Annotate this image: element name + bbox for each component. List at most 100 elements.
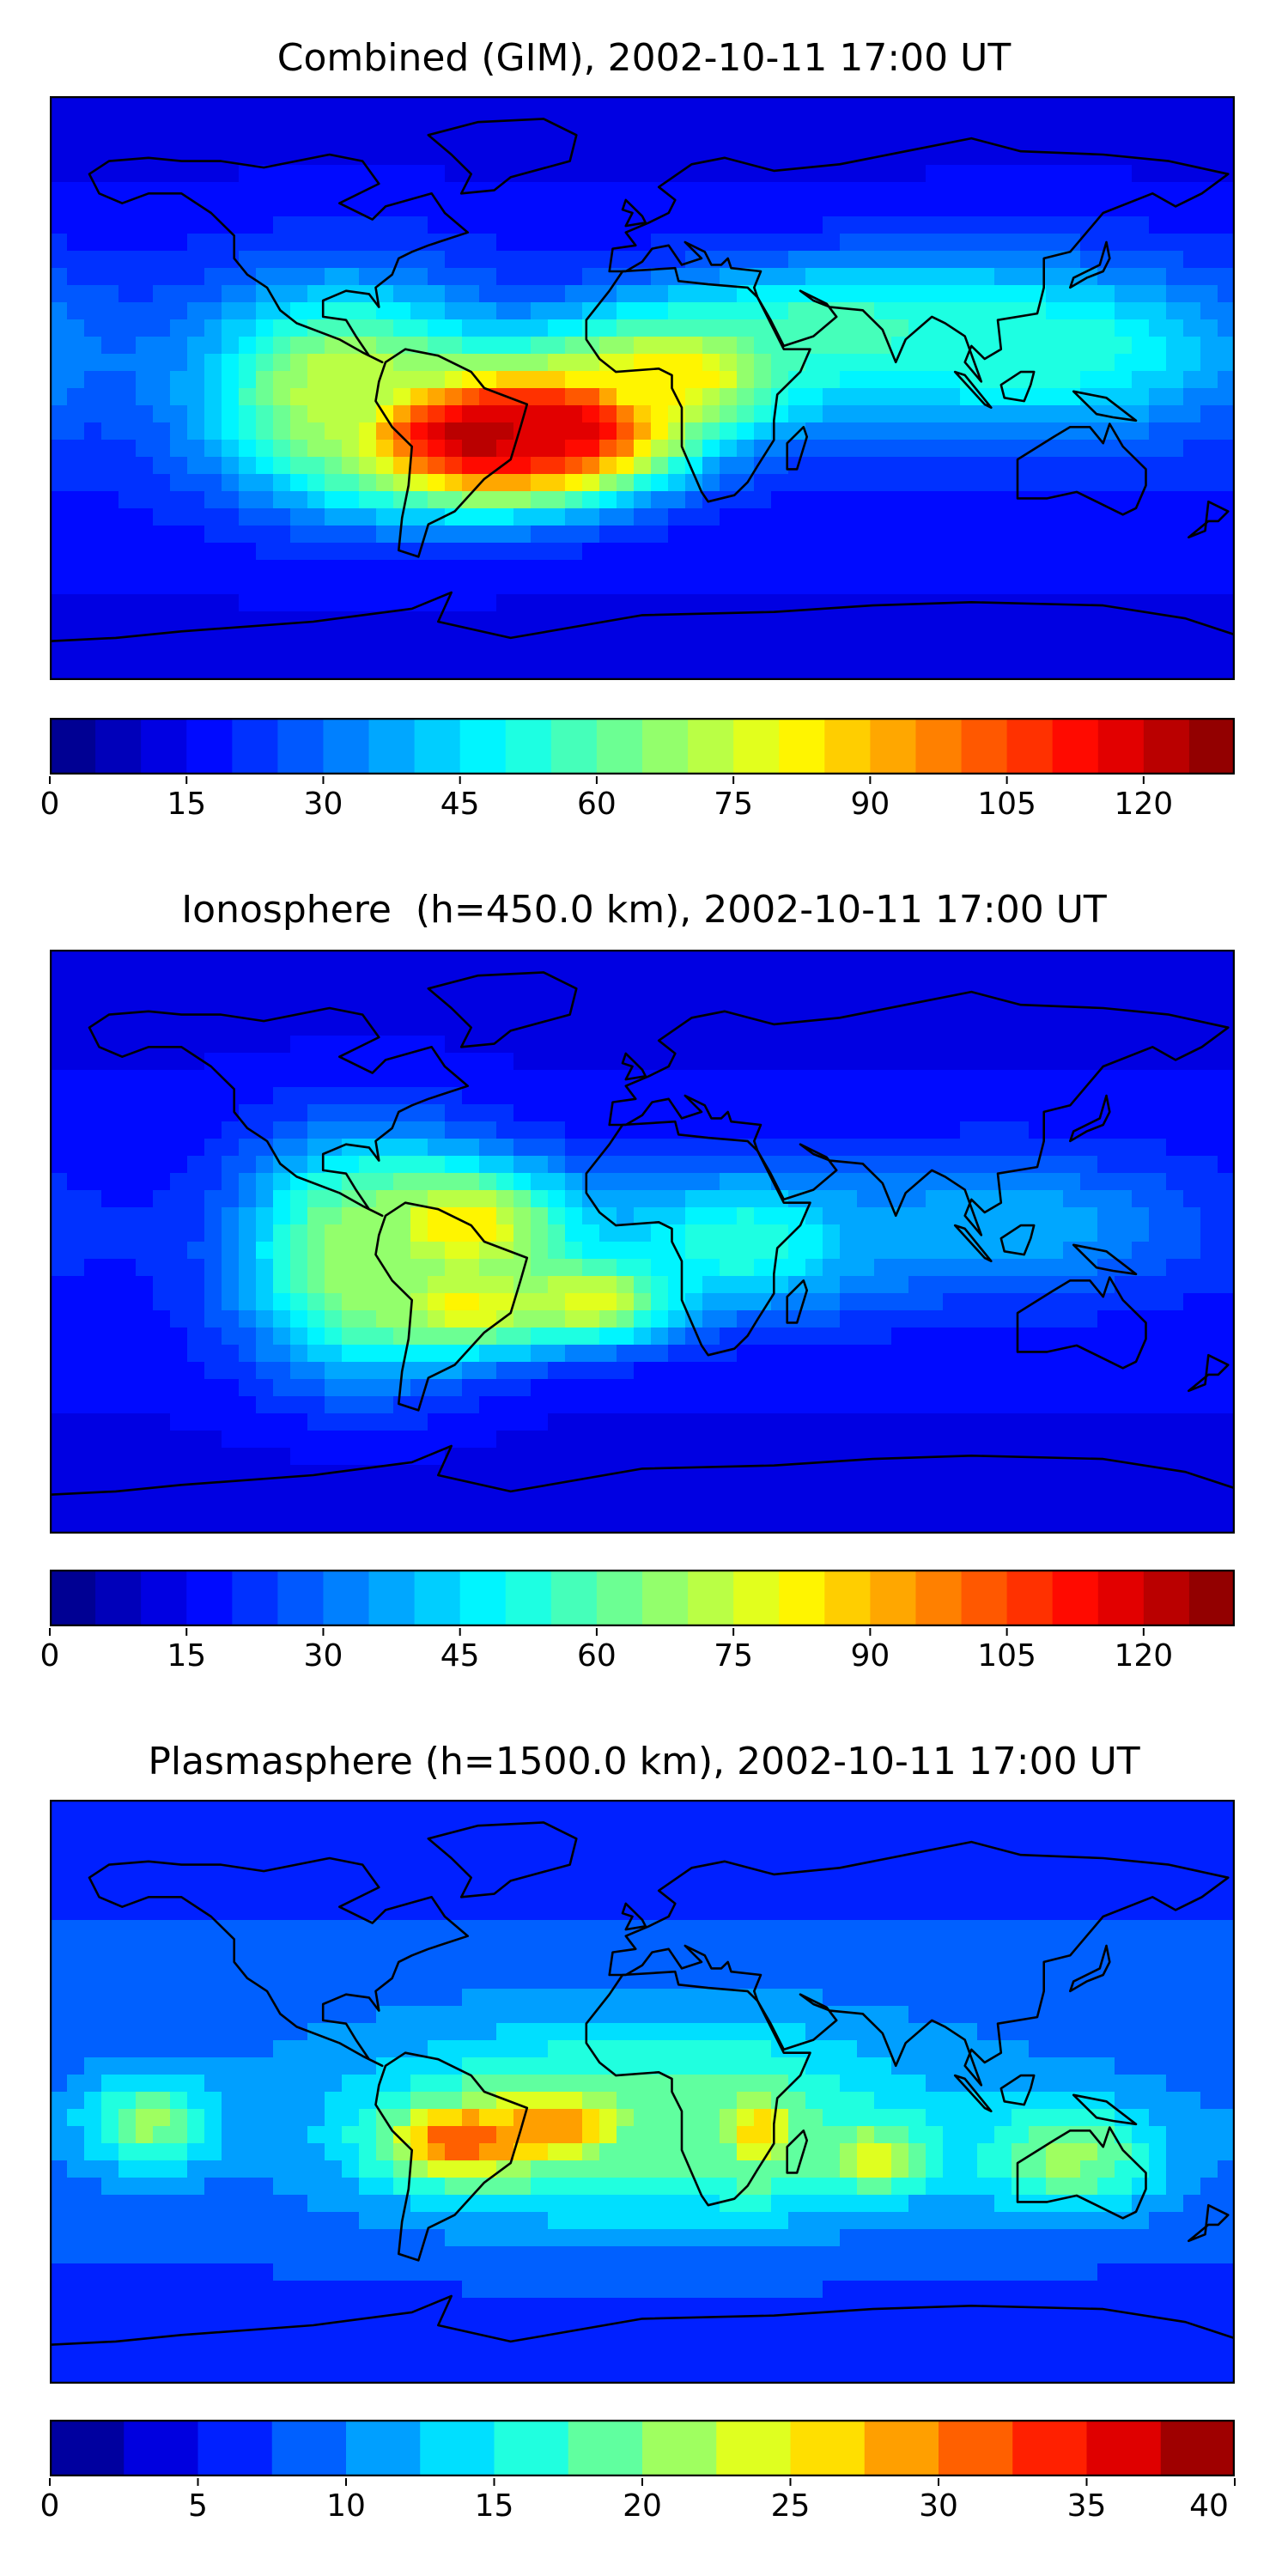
field-cell (891, 354, 909, 372)
field-cell (565, 1053, 583, 1071)
field-cell (565, 302, 583, 320)
field-cell (187, 526, 205, 544)
field-cell (599, 663, 617, 680)
field-cell (994, 508, 1012, 526)
field-cell (582, 526, 600, 544)
field-cell (617, 1800, 635, 1818)
field-cell (737, 1224, 755, 1242)
field-cell (1183, 1516, 1201, 1534)
field-cell (273, 199, 291, 217)
field-cell (1183, 1053, 1201, 1071)
field-cell (634, 1362, 652, 1380)
field-cell (170, 1800, 188, 1818)
field-cell (1218, 1104, 1235, 1122)
field-cell (290, 560, 308, 578)
colorbar-segment (1097, 1570, 1145, 1626)
field-cell (445, 1259, 463, 1277)
field-cell (187, 182, 205, 200)
field-cell (908, 1396, 927, 1414)
field-cell (118, 285, 137, 303)
field-cell (462, 440, 480, 458)
colorbar-segment (688, 1570, 734, 1626)
field-cell (513, 1817, 532, 1835)
field-cell (840, 1036, 858, 1054)
field-cell (1218, 950, 1235, 968)
field-cell (1132, 1431, 1150, 1449)
field-cell (376, 422, 394, 440)
field-cell (187, 1156, 205, 1174)
field-cell (1200, 216, 1218, 234)
field-cell (840, 1259, 858, 1277)
field-cell (634, 646, 652, 664)
field-cell (1012, 1070, 1030, 1088)
field-cell (720, 1448, 738, 1466)
field-cell (943, 131, 961, 149)
field-cell (118, 440, 137, 458)
field-cell (531, 1327, 549, 1346)
field-cell (307, 1327, 325, 1346)
field-cell (136, 646, 154, 664)
field-cell (994, 1465, 1012, 1483)
field-cell (737, 967, 755, 985)
field-cell (840, 984, 858, 1002)
field-cell (462, 526, 480, 544)
field-cell (1046, 508, 1064, 526)
field-cell (754, 354, 772, 372)
field-cell (513, 337, 532, 355)
field-cell (239, 1499, 257, 1517)
field-cell (428, 1190, 446, 1208)
field-cell (84, 1362, 102, 1380)
field-cell (823, 663, 841, 680)
field-cell (960, 1053, 978, 1071)
field-cell (376, 984, 394, 1002)
field-cell (1200, 1310, 1218, 1328)
field-cell (685, 199, 703, 217)
field-cell (634, 1156, 652, 1174)
field-cell (342, 113, 360, 131)
field-cell (548, 1482, 566, 1500)
field-cell (273, 337, 291, 355)
field-cell (994, 1018, 1012, 1036)
field-cell (67, 1036, 85, 1054)
field-cell (445, 96, 463, 114)
field-cell (67, 268, 85, 286)
colorbar-segment (368, 1570, 416, 1626)
field-cell (462, 1448, 480, 1466)
field-cell (857, 1396, 875, 1414)
field-cell (325, 1310, 343, 1328)
field-cell (1132, 1362, 1150, 1380)
field-cell (651, 967, 669, 985)
field-cell (359, 1800, 377, 1818)
field-cell (84, 302, 102, 320)
field-cell (771, 1310, 789, 1328)
field-cell (977, 1173, 995, 1191)
field-cell (325, 1001, 343, 1019)
field-cell (84, 1224, 102, 1242)
field-cell (153, 1516, 171, 1534)
field-cell (960, 302, 978, 320)
field-cell (531, 113, 549, 131)
field-cell (273, 1053, 291, 1071)
field-cell (50, 543, 68, 561)
field-cell (651, 1001, 669, 1019)
field-cell (428, 1345, 446, 1363)
field-cell (668, 1173, 686, 1191)
field-cell (994, 1817, 1012, 1835)
field-cell (153, 182, 171, 200)
field-cell (1132, 1465, 1150, 1483)
field-cell (994, 1121, 1012, 1139)
field-cell (359, 1293, 377, 1311)
field-cell (1132, 950, 1150, 968)
field-cell (754, 216, 772, 234)
field-cell (84, 1070, 102, 1088)
field-combined (50, 96, 1235, 680)
field-cell (513, 285, 532, 303)
field-cell (771, 251, 789, 269)
field-cell (325, 560, 343, 578)
field-cell (582, 474, 600, 492)
field-cell (857, 1516, 875, 1534)
field-cell (994, 1087, 1012, 1105)
field-cell (1012, 371, 1030, 389)
field-cell (136, 388, 154, 406)
field-cell (1012, 199, 1030, 217)
